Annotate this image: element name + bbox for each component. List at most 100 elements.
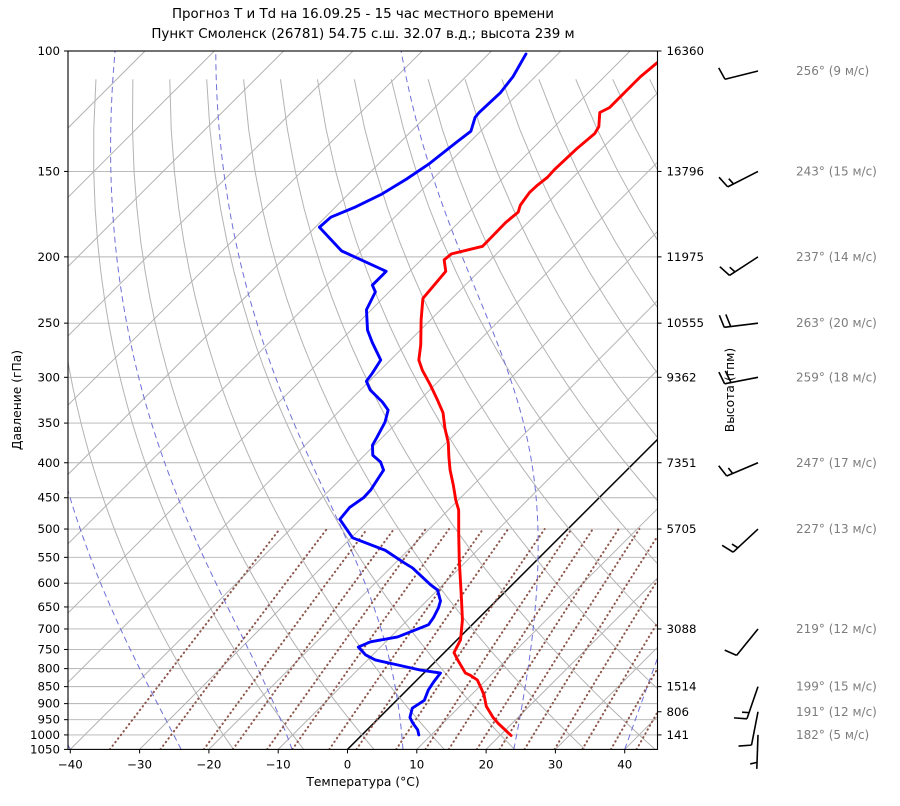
temperature-tick-label: 20 [479,757,494,771]
temperature-tick-label: −10 [266,757,291,771]
pressure-tick-label: 950 [37,713,60,727]
pressure-tick-label: 600 [37,576,60,590]
height-axis-label: Высота (гпм) [723,347,737,433]
isotherm-line [277,369,658,750]
pressure-tick-label: 450 [37,491,60,505]
pressure-tick-label: 900 [37,697,60,711]
mixing-ratio-line [231,528,395,750]
pressure-tick-label: 250 [37,316,60,330]
wind-barb [738,711,759,747]
wind-barb [719,256,759,277]
wind-label: 237° (14 м/с) [796,250,877,264]
chart-subtitle: Пункт Смоленск (26781) 54.75 с.ш. 32.07 … [151,27,575,42]
wind-barb [733,686,759,720]
pressure-tick-label: 300 [37,370,60,384]
mixing-ratio-line [355,528,510,750]
mixing-ratio-line [108,528,281,750]
dry-adiabat-line [131,79,375,750]
dry-adiabat-line [390,79,658,565]
wind-label: 219° (12 м/с) [796,622,877,636]
dry-adiabat-line [649,79,658,97]
mixing-ratio-line [202,528,369,750]
dry-adiabat-line [538,79,658,309]
height-tick-label: 141 [667,728,690,742]
moist-adiabat-line [110,51,293,750]
mixing-ratio-line [447,528,594,750]
height-tick-label: 7351 [667,456,697,470]
height-tick-label: 806 [667,705,690,719]
mixing-ratio-line [291,528,451,750]
pressure-axis: 100 150 200 250 300 350 400 450 500 550 600 650 700 7… [30,44,68,756]
height-axis: 16360 13796 11975 10555 9362 7351 5705 3088 1514… [657,44,705,742]
wind-barbs: 256° (9 м/с) 243° (15 м/с) 237° (14 м/с) 26… [718,64,877,769]
temperature-axis-label: Температура (°C) [306,775,420,789]
temperature-tick-label: 0 [344,757,352,771]
plot-area [68,51,658,750]
isotherm-line [416,507,658,750]
pressure-tick-label: 400 [37,456,60,470]
pressure-tick-label: 100 [37,44,60,58]
temperature-tick-label: −40 [58,757,83,771]
dry-adiabat-line [316,79,658,690]
isotherm-line [208,300,658,750]
mixing-ratio-line [609,666,658,750]
pressure-tick-label: 1050 [30,742,60,756]
mixing-ratio-line [581,620,658,750]
temperature-tick-label: 10 [409,757,424,771]
height-tick-label: 10555 [667,316,705,330]
moist-adiabat-line [624,656,658,750]
isotherm-line [68,51,423,406]
pressure-tick-label: 750 [37,642,60,656]
temperature-tick-label: 40 [617,757,632,771]
wind-label: 256° (9 м/с) [796,64,869,78]
height-tick-label: 11975 [667,250,705,264]
isotherm-line [68,51,215,199]
dry-adiabats [68,79,658,750]
wind-label: 191° (12 м/с) [796,705,877,719]
wind-label: 182° (5 м/с) [796,728,869,742]
wind-label: 243° (15 м/с) [796,164,877,178]
temperature-tick-label: −30 [127,757,152,771]
height-tick-label: 13796 [667,164,705,178]
wind-label: 263° (20 м/с) [796,316,877,330]
zero-isotherm-line [346,438,658,750]
wind-label: 247° (17 м/с) [796,456,877,470]
pressure-tick-label: 500 [37,522,60,536]
dry-adiabat-line [243,79,586,750]
dry-adiabat-line [93,79,305,750]
isotherm-line [68,92,658,684]
isotherm-line [68,51,284,268]
height-tick-label: 3088 [667,622,697,636]
wind-label: 227° (13 м/с) [796,522,877,536]
moist-adiabat-line [400,51,539,750]
height-tick-label: 16360 [667,44,705,58]
isotherm-line [68,51,562,545]
dry-adiabat-line [575,79,658,242]
height-tick-label: 9362 [667,370,697,384]
isotherm-line [69,161,658,750]
dry-adiabat-line [353,79,658,627]
pressure-tick-label: 700 [37,622,60,636]
mixing-ratio-lines [108,528,658,750]
chart-title: Прогноз Т и Td на 16.09.25 - 15 час мест… [171,7,555,22]
wind-barb [718,314,759,329]
mixing-ratio-line [475,528,620,750]
wind-barb [718,462,759,477]
moist-adiabat-line [215,51,404,750]
dry-adiabat-line [427,79,658,502]
dry-adiabat-line [280,79,656,750]
pressure-tick-label: 150 [37,164,60,178]
height-tick-label: 1514 [667,680,697,694]
isotherm-line [485,577,658,750]
dewpoint-curve [317,52,528,737]
pressure-tick-label: 350 [37,416,60,430]
mixing-ratio-line [553,578,658,750]
wind-label: 259° (18 м/с) [796,370,877,384]
moist-adiabat-line [68,489,182,750]
wind-barb [724,628,759,657]
pressure-tick-label: 650 [37,600,60,614]
moist-adiabats [68,51,658,750]
mixing-ratio-line [328,528,485,750]
